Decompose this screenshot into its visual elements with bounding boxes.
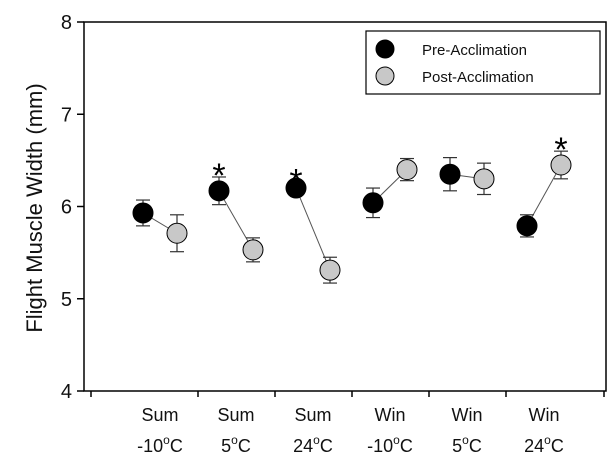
x-tick-label: -10oC [137,433,183,456]
x-tick-label: Sum [217,405,254,425]
pair-connector-line [295,187,331,271]
pair-connectors [142,164,562,271]
x-axis: Sum -10oC Sum 5oC Sum 24oC Win -10oC Win 5oC Win 24… [90,391,605,456]
x-tick-label: 24oC [293,433,333,456]
pre-acclimation-point [516,215,538,237]
pre-acclimation-point [208,180,230,202]
pair-connector-line [218,190,254,251]
x-tick-label: -10oC [367,433,413,456]
significance-markers: * * * [212,131,567,200]
x-tick-label: 24oC [524,433,564,456]
y-tick-label: 7 [61,104,72,126]
legend-marker [375,39,395,59]
post-acclimation-point [319,259,341,281]
significance-star: * [289,163,302,201]
y-tick-label: 4 [61,381,72,403]
significance-star: * [554,131,567,169]
pre-acclimation-point [285,177,307,199]
pre-acclimation-point [132,202,154,224]
post-acclimation-point [242,239,264,261]
y-tick-label: 8 [61,12,72,34]
pre-acclimation-point [362,192,384,214]
error-bars [136,150,568,284]
x-tick-label: 5oC [452,433,482,456]
y-tick-label: 6 [61,197,72,219]
pre-acclimation-point [439,163,461,185]
significance-star: * [212,157,225,195]
pair-connector-line [526,164,562,227]
legend-label: Post-Acclimation [422,69,534,86]
legend-box [365,30,601,95]
post-acclimation-point [166,222,188,244]
post-acclimation-point [396,159,418,181]
legend-marker [375,66,395,86]
legend: Pre-Acclimation Post-Acclimation [365,30,601,95]
legend-label: Pre-Acclimation [422,42,527,59]
x-tick-label: Win [529,405,560,425]
x-tick-label: Win [375,405,406,425]
y-axis: 4 5 6 7 8 [61,12,84,403]
y-tick-label: 5 [61,289,72,311]
x-tick-label: Win [452,405,483,425]
post-acclimation-point [550,154,572,176]
post-acclimation-point [473,168,495,190]
data-points [132,154,572,281]
x-tick-label: 5oC [221,433,251,456]
x-tick-label: Sum [141,405,178,425]
x-tick-label: Sum [294,405,331,425]
y-axis-title: Flight Muscle Width (mm) [22,83,47,332]
